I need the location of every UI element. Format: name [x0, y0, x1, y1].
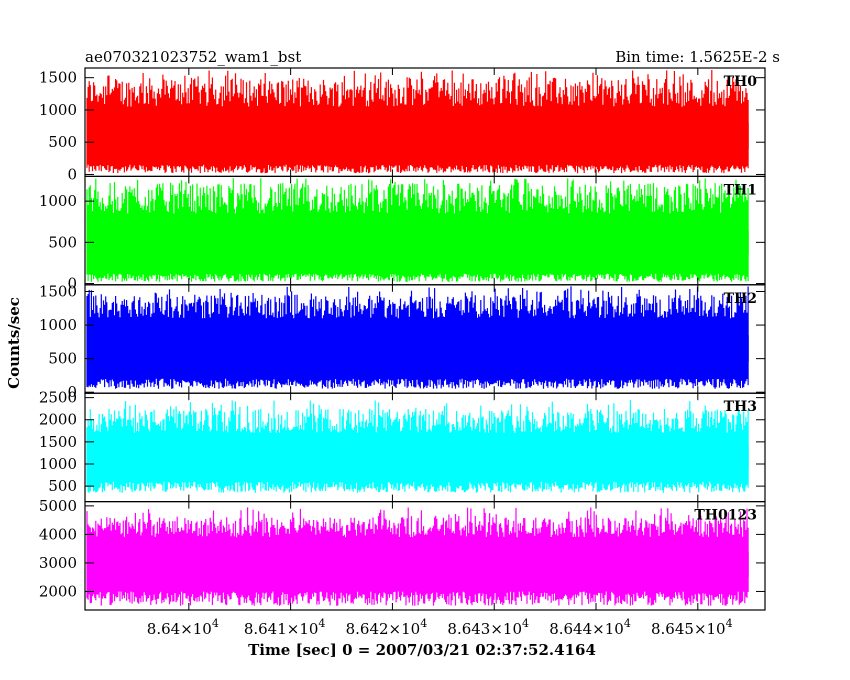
y-tick-label: 0: [67, 275, 77, 293]
y-tick-label: 1000: [39, 455, 77, 473]
panel-th0: 0 500 1000 1500 TH0: [39, 67, 766, 183]
y-tick-label: 0: [67, 165, 77, 183]
x-tick-label: 8.643×104: [447, 617, 529, 638]
panel-label-th3: TH3: [724, 399, 757, 415]
y-tick-label: 1500: [39, 283, 77, 301]
panels-group: 0 500 1000 1500 TH0 0 500 1000 TH1 0 500 1000 1500 TH…: [39, 67, 766, 638]
series-th2-core: [87, 335, 749, 362]
y-tick-label: 1000: [39, 316, 77, 334]
y-tick-label: 500: [48, 233, 77, 251]
y-tick-label: 2500: [39, 389, 77, 407]
series-th0123-core: [87, 551, 749, 578]
x-tick-label: 8.644×104: [549, 617, 631, 638]
panel-label-th1: TH1: [724, 182, 757, 198]
y-tick-label: 2000: [39, 411, 77, 429]
panel-frame: [84, 501, 766, 611]
panel-label-th2: TH2: [724, 291, 757, 307]
y-tick-label: 1000: [39, 192, 77, 210]
x-tick-label: 8.645×104: [651, 617, 733, 638]
x-tick-label: 8.642×104: [346, 617, 428, 638]
series-th0-spikes: [86, 70, 749, 174]
y-tick-label: 500: [48, 133, 77, 151]
chart-title: ae070321023752_wam1_bst: [85, 48, 301, 66]
panel-label-th0: TH0: [724, 74, 758, 90]
bin-time-label: Bin time: 1.5625E-2 s: [615, 48, 780, 66]
y-tick-label: 1500: [39, 433, 77, 451]
x-tick-label: 8.641×104: [244, 617, 326, 638]
y-tick-label: 0: [67, 383, 77, 401]
series-th0-core: [87, 122, 749, 149]
panel-th2: 0 500 1000 1500 TH2: [39, 283, 766, 401]
y-tick-label: 500: [48, 477, 77, 495]
x-tick-label: 8.64×104: [147, 617, 219, 638]
panel-label-th0123: TH0123: [694, 508, 757, 524]
y-tick-label: 1500: [39, 69, 77, 87]
series-th3-core: [87, 446, 749, 469]
series-th1-core: [87, 229, 749, 255]
y-tick-label: 1000: [39, 101, 77, 119]
y-tick-label: 500: [48, 350, 77, 368]
panel-th1: 0 500 1000 TH1: [39, 175, 766, 293]
x-axis-label: Time [sec] 0 = 2007/03/21 02:37:52.4164: [248, 641, 596, 659]
y-axis-label: Counts/sec: [5, 297, 23, 389]
y-tick-label: 5000: [39, 497, 77, 515]
y-tick-label: 3000: [39, 554, 77, 572]
panel-th3: 500 1000 1500 2000 2500 TH3: [39, 389, 766, 503]
y-tick-label: 2000: [39, 582, 77, 600]
panel-th0123: 2000 3000 4000 5000 TH0123: [39, 497, 766, 611]
y-tick-label: 4000: [39, 525, 77, 543]
